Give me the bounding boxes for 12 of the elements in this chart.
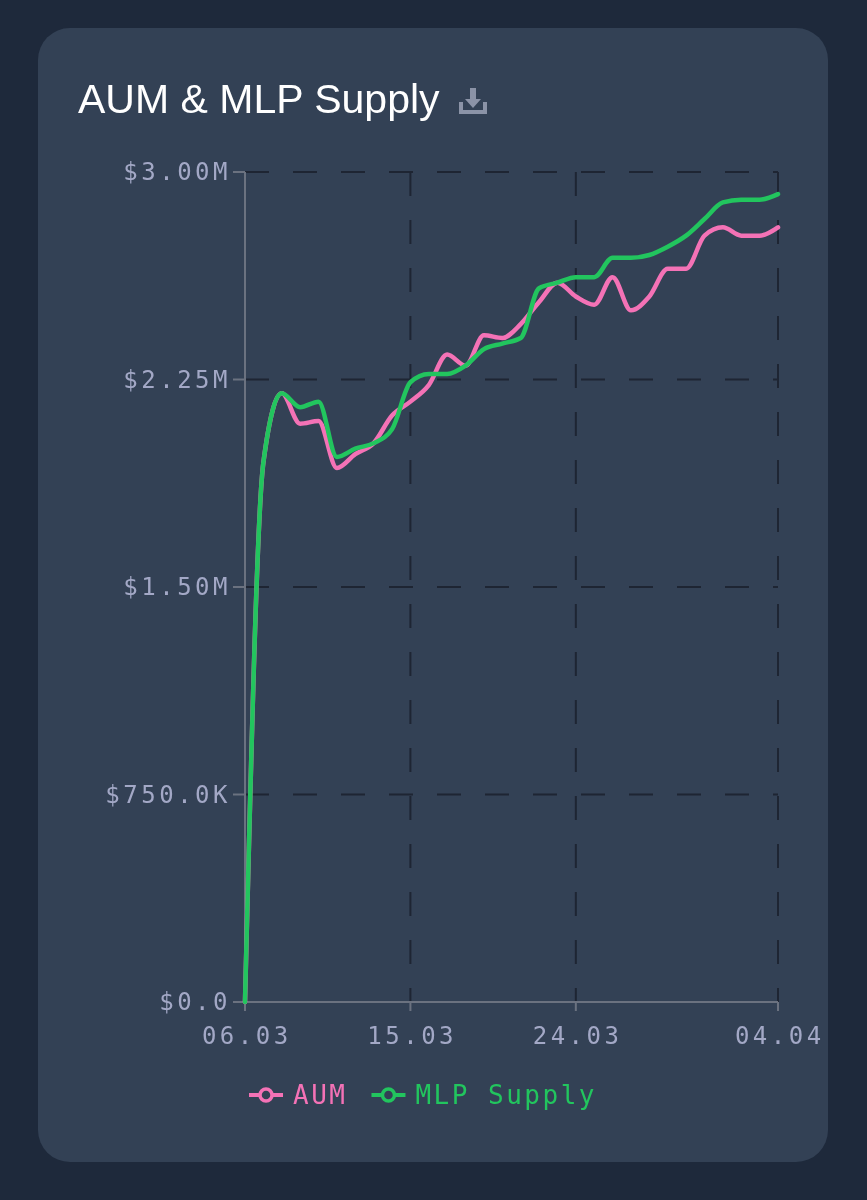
x-tick-label: 04.04	[734, 1022, 825, 1050]
y-tick-label: $1.50M	[123, 573, 231, 602]
x-tick-label: 15.03	[367, 1022, 458, 1050]
legend-label: MLP Supply	[415, 1080, 598, 1111]
legend-label: AUM	[293, 1080, 348, 1111]
y-tick-label: $750.0K	[105, 780, 231, 809]
chart-title: AUM & MLP Supply	[78, 76, 441, 122]
y-tick-label: $2.25M	[123, 365, 231, 394]
y-tick-label: $0.0	[159, 988, 231, 1017]
x-tick-label: 06.03	[201, 1022, 292, 1050]
y-tick-label: $3.00M	[123, 158, 231, 187]
x-tick-label: 24.03	[532, 1022, 623, 1050]
